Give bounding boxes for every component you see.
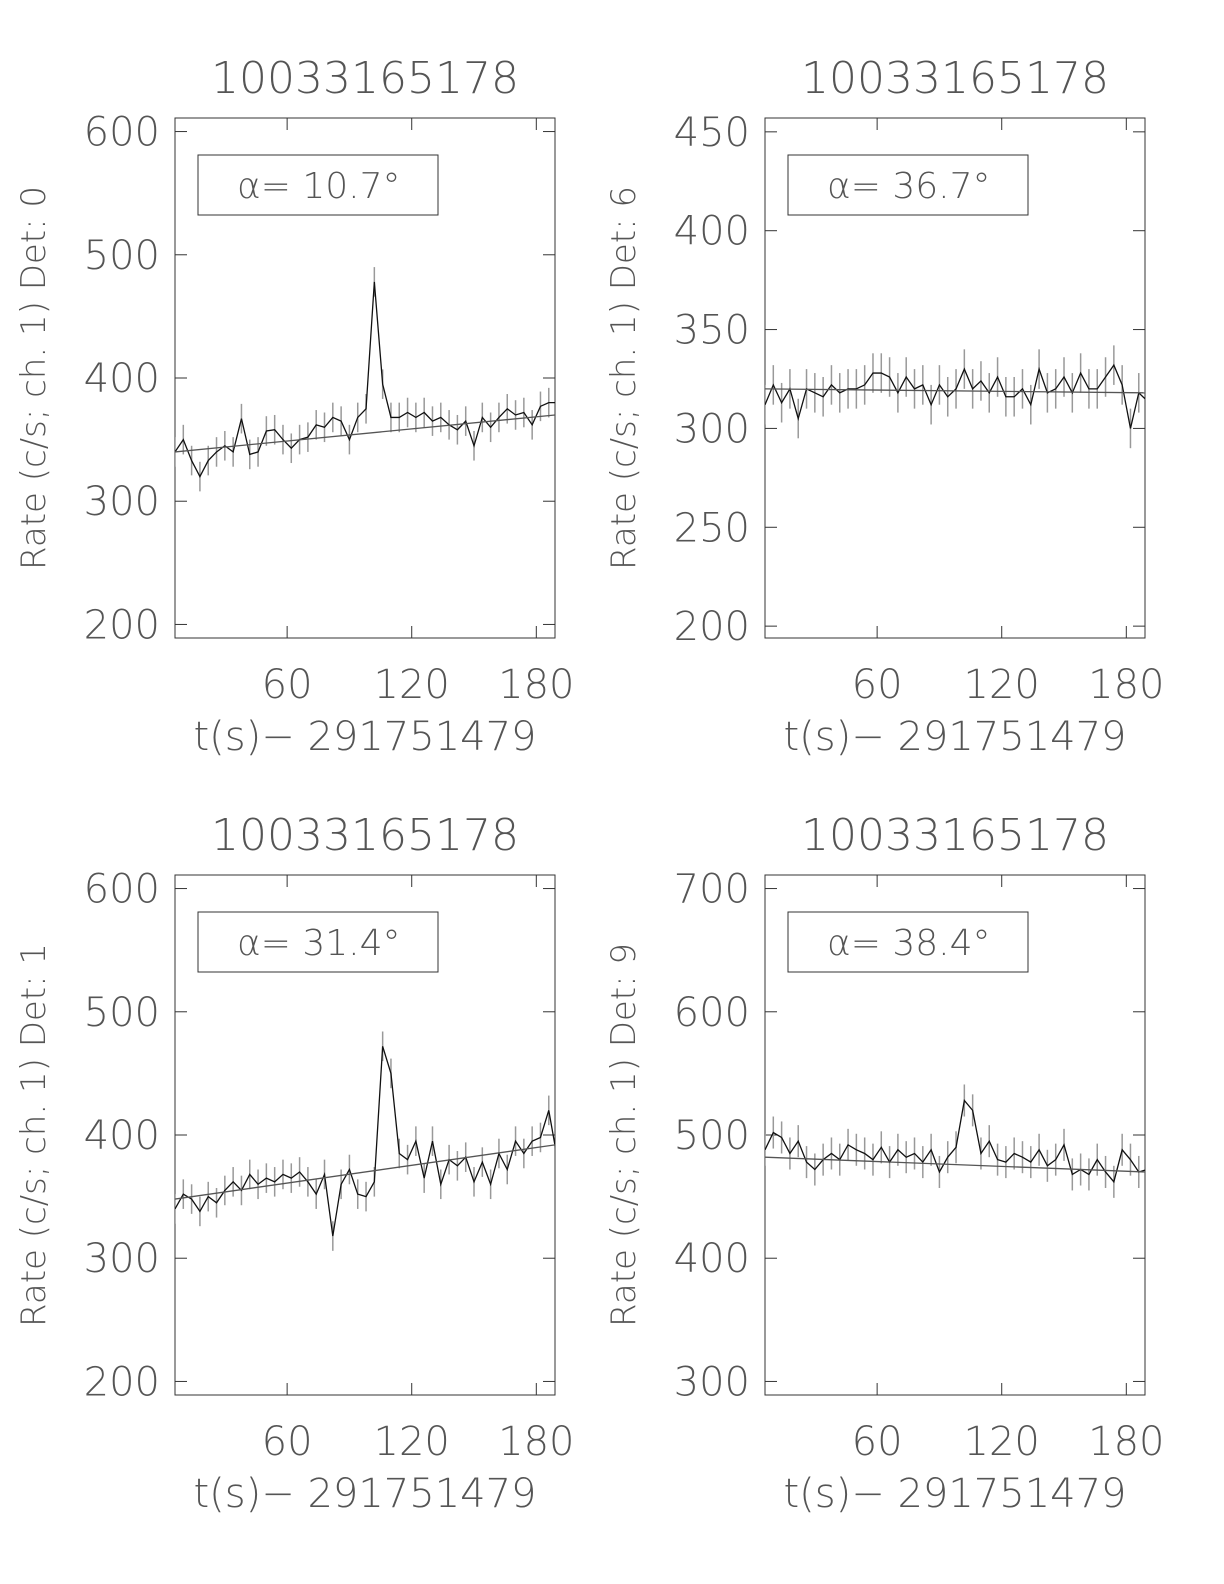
x-axis-label: t(s)− 291751479 xyxy=(783,1471,1126,1517)
y-tick-label: 300 xyxy=(84,1236,160,1282)
y-tick-label: 500 xyxy=(84,990,160,1036)
y-tick-label: 400 xyxy=(84,1113,160,1159)
x-tick-label: 60 xyxy=(852,1419,903,1465)
x-tick-label: 180 xyxy=(1088,662,1164,708)
panel-title: 10033165178 xyxy=(801,53,1109,104)
fit-line xyxy=(175,414,555,453)
y-tick-label: 700 xyxy=(674,867,750,913)
y-tick-label: 200 xyxy=(84,1359,160,1405)
y-tick-label: 500 xyxy=(674,1113,750,1159)
y-tick-label: 600 xyxy=(674,990,750,1036)
panel: 10033165178 Rate (c/s; ch. 1) Det: 9 t(s)−… xyxy=(604,810,1164,1517)
plot-area xyxy=(765,1084,1145,1198)
y-tick-label: 300 xyxy=(84,479,160,525)
x-tick-label: 180 xyxy=(498,1419,574,1465)
y-axis-label: Rate (c/s; ch. 1) Det: 6 xyxy=(604,186,644,570)
annotation-box xyxy=(787,154,1029,216)
fit-line xyxy=(765,388,1145,394)
y-axis-label: Rate (c/s; ch. 1) Det: 9 xyxy=(604,943,644,1327)
y-tick-label: 450 xyxy=(674,110,750,156)
x-axis-label: t(s)− 291751479 xyxy=(193,1471,536,1517)
y-tick-label: 600 xyxy=(84,110,160,156)
x-axis-label: t(s)− 291751479 xyxy=(193,714,536,760)
y-tick-label: 400 xyxy=(674,209,750,255)
plot-area xyxy=(175,267,555,492)
y-tick-label: 300 xyxy=(674,1359,750,1405)
x-tick-label: 120 xyxy=(964,1419,1040,1465)
panel-title: 10033165178 xyxy=(211,53,519,104)
y-axis-label: Rate (c/s; ch. 1) Det: 1 xyxy=(14,943,54,1327)
x-tick-label: 120 xyxy=(374,1419,450,1465)
y-tick-label: 200 xyxy=(674,604,750,650)
data-line xyxy=(175,281,555,478)
panel: 10033165178 Rate (c/s; ch. 1) Det: 1 t(s)−… xyxy=(14,810,574,1517)
x-tick-label: 120 xyxy=(374,662,450,708)
annotation-box xyxy=(787,911,1029,973)
plot-area xyxy=(765,345,1145,449)
x-tick-label: 60 xyxy=(262,662,313,708)
annotation: α= 31.4° xyxy=(237,923,401,964)
plot-frame xyxy=(764,117,1146,639)
x-tick-label: 180 xyxy=(498,662,574,708)
y-tick-label: 600 xyxy=(84,867,160,913)
y-tick-label: 400 xyxy=(84,356,160,402)
y-tick-label: 350 xyxy=(674,308,750,354)
x-tick-label: 60 xyxy=(852,662,903,708)
y-tick-label: 500 xyxy=(84,233,160,279)
panel: 10033165178 Rate (c/s; ch. 1) Det: 6 t(s)−… xyxy=(604,53,1164,760)
panel-title: 10033165178 xyxy=(801,810,1109,861)
annotation: α= 38.4° xyxy=(827,923,991,964)
data-line xyxy=(765,363,1145,429)
fit-line xyxy=(765,1156,1145,1173)
x-tick-label: 60 xyxy=(262,1419,313,1465)
y-tick-label: 200 xyxy=(84,602,160,648)
x-tick-label: 180 xyxy=(1088,1419,1164,1465)
annotation-box xyxy=(197,911,439,973)
annotation: α= 10.7° xyxy=(237,166,401,207)
annotation: α= 36.7° xyxy=(827,166,991,207)
panel-title: 10033165178 xyxy=(211,810,519,861)
x-axis-label: t(s)− 291751479 xyxy=(783,714,1126,760)
y-tick-label: 300 xyxy=(674,406,750,452)
panel: 10033165178 Rate (c/s; ch. 1) Det: 0 t(s)−… xyxy=(14,53,574,760)
annotation-box xyxy=(197,154,439,216)
data-line xyxy=(765,1099,1145,1184)
y-axis-label: Rate (c/s; ch. 1) Det: 0 xyxy=(14,186,54,570)
plot-area xyxy=(175,1031,555,1251)
data-line xyxy=(175,1046,555,1237)
x-tick-label: 120 xyxy=(964,662,1040,708)
fit-line xyxy=(175,1144,555,1200)
y-tick-label: 400 xyxy=(674,1236,750,1282)
y-tick-label: 250 xyxy=(674,505,750,551)
